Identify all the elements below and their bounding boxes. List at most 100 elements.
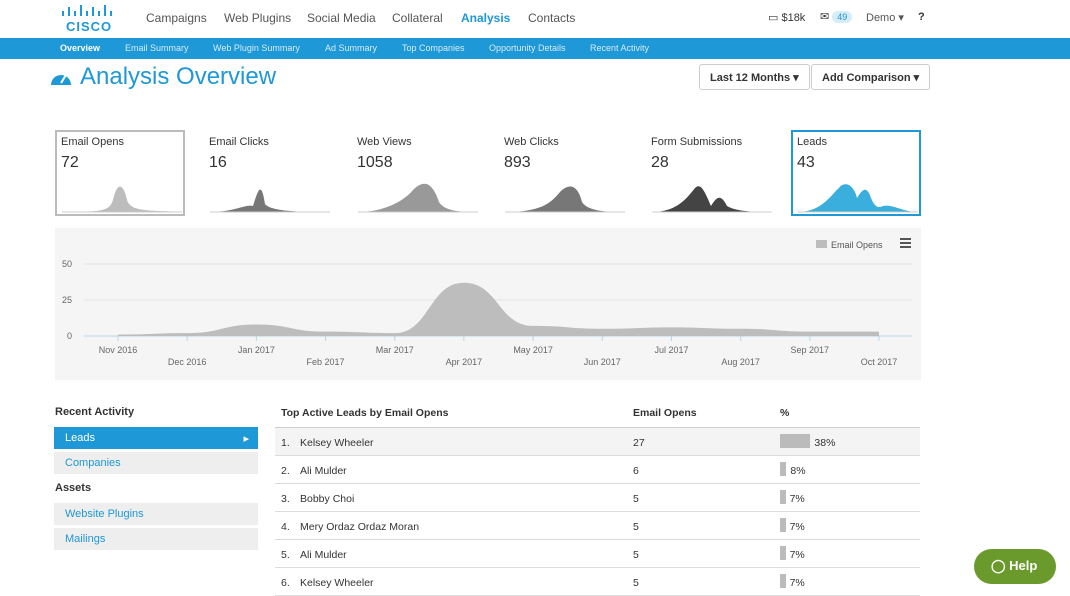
nav-item[interactable]: Analysis xyxy=(461,11,511,25)
chevron: ▸ xyxy=(243,433,249,445)
legend-swatch xyxy=(816,240,827,248)
compare-button[interactable]: Add Comparison ▾ xyxy=(811,64,931,90)
column-header: % xyxy=(780,407,790,419)
table-row[interactable]: 6. Kelsey Wheeler 5 7% xyxy=(275,568,920,596)
y-tick-label: 50 xyxy=(62,259,72,269)
email-opens: 5 xyxy=(633,549,639,561)
metric-label: Web Clicks xyxy=(504,136,559,148)
lead-name: Kelsey Wheeler xyxy=(300,437,374,449)
subnav-item[interactable]: Recent Activity xyxy=(590,43,650,53)
x-tick-label: Dec 2016 xyxy=(168,357,207,367)
column-header: Top Active Leads by Email Opens xyxy=(281,407,449,419)
x-tick-label: Feb 2017 xyxy=(307,357,345,367)
nav-item[interactable]: Social Media xyxy=(307,11,376,25)
table-row[interactable]: 5. Ali Mulder 5 7% xyxy=(275,540,920,568)
table-row[interactable]: 2. Ali Mulder 6 8% xyxy=(275,456,920,484)
metric-card[interactable]: Email Opens 72 xyxy=(55,130,185,216)
table-row[interactable]: 1. Kelsey Wheeler 27 38% xyxy=(275,428,920,456)
x-tick-label: Jan 2017 xyxy=(238,345,275,355)
subnav-item[interactable]: Ad Summary xyxy=(325,43,378,53)
sparkline xyxy=(652,186,772,213)
subnav-item[interactable]: Email Summary xyxy=(125,43,189,53)
metric-value: 16 xyxy=(209,154,227,171)
metric-label: Email Clicks xyxy=(209,136,269,148)
table-header: Top Active Leads by Email Opens Email Ope… xyxy=(275,400,920,428)
sidebar-item[interactable]: Companies xyxy=(54,452,258,474)
metric-label: Email Opens xyxy=(61,136,124,148)
x-tick-label: Mar 2017 xyxy=(376,345,414,355)
metric-value: 1058 xyxy=(357,154,393,171)
metric-value: 43 xyxy=(797,154,815,171)
metric-card[interactable]: Email Clicks 16 xyxy=(203,130,333,216)
sidebar-item[interactable]: Mailings xyxy=(54,528,258,550)
page-title: Analysis Overview xyxy=(80,63,277,90)
email-opens: 5 xyxy=(633,577,639,589)
sparkline xyxy=(210,189,330,213)
messages[interactable]: ✉ 49 xyxy=(820,10,853,23)
sparkline xyxy=(505,186,625,213)
nav-item[interactable]: Contacts xyxy=(528,11,576,25)
sparkline xyxy=(62,186,182,213)
sidebar-item[interactable]: Leads ▸ xyxy=(54,427,258,449)
y-tick-label: 25 xyxy=(62,295,72,305)
metric-label: Leads xyxy=(797,136,827,148)
table-row[interactable]: 4. Mery Ordaz Ordaz Moran 5 7% xyxy=(275,512,920,540)
main-chart: 0 25 50 Nov 2016 Dec 2016 Jan 2017 Feb 2017 Mar… xyxy=(55,228,921,380)
nav-item[interactable]: Collateral xyxy=(392,11,443,25)
sidebar-item[interactable]: Website Plugins xyxy=(54,503,258,525)
rank: 4. xyxy=(281,521,290,533)
sidebar-heading: Assets xyxy=(55,482,92,494)
help-text: Help xyxy=(1009,558,1038,573)
rank: 2. xyxy=(281,465,290,477)
top-nav: cisco Campaigns Web Plugins Social Media Co… xyxy=(0,0,1070,38)
metric-label: Form Submissions xyxy=(651,136,743,148)
lead-name: Ali Mulder xyxy=(300,549,347,561)
help-icon[interactable]: ? xyxy=(918,11,925,23)
percent-bar xyxy=(780,518,786,532)
nav-item[interactable]: Campaigns xyxy=(146,11,207,25)
logo-bars xyxy=(62,5,112,16)
percent-label: 8% xyxy=(790,465,806,477)
metric-card[interactable]: Leads 43 xyxy=(791,130,921,216)
logo[interactable]: cisco xyxy=(66,19,113,34)
email-opens: 27 xyxy=(633,437,645,449)
nav-item[interactable]: Web Plugins xyxy=(224,11,292,25)
x-tick-label: Apr 2017 xyxy=(446,357,483,367)
percent-label: 7% xyxy=(789,549,805,561)
sidebar-heading: Recent Activity xyxy=(55,406,135,418)
percent-bar xyxy=(780,574,786,588)
subnav-item[interactable]: Overview xyxy=(60,43,101,53)
metric-label: Web Views xyxy=(357,136,412,148)
lead-name: Bobby Choi xyxy=(300,493,355,505)
budget[interactable]: ▭ $18k xyxy=(768,12,806,24)
table-row[interactable]: 3. Bobby Choi 5 7% xyxy=(275,484,920,512)
percent-label: 7% xyxy=(789,493,805,505)
sub-nav: Overview Email Summary Web Plugin Summary A… xyxy=(0,38,1070,59)
rank: 6. xyxy=(281,577,290,589)
percent-bar xyxy=(780,434,811,448)
percent-bar xyxy=(780,462,787,476)
x-tick-label: Jun 2017 xyxy=(584,357,621,367)
metric-card[interactable]: Form Submissions 28 xyxy=(645,130,775,216)
help-button[interactable]: ◯ Help xyxy=(974,549,1056,584)
x-tick-label: Oct 2017 xyxy=(861,357,898,367)
column-header: Email Opens xyxy=(633,407,697,419)
user-menu[interactable]: Demo ▾ xyxy=(866,12,904,24)
sparkline xyxy=(798,184,918,213)
compare-text: Add Comparison xyxy=(822,72,911,84)
metric-card[interactable]: Web Clicks 893 xyxy=(498,130,628,216)
metric-card[interactable]: Web Views 1058 xyxy=(351,130,481,216)
subnav-item[interactable]: Web Plugin Summary xyxy=(213,43,300,53)
percent-label: 38% xyxy=(814,437,836,449)
percent-bar xyxy=(780,546,786,560)
rank: 5. xyxy=(281,549,290,561)
budget-text: $18k xyxy=(781,12,806,24)
subnav-item[interactable]: Opportunity Details xyxy=(489,43,566,53)
message-count: 49 xyxy=(832,11,853,23)
area xyxy=(118,282,879,336)
metric-value: 72 xyxy=(61,154,79,171)
range-button[interactable]: Last 12 Months ▾ xyxy=(699,64,810,90)
subnav-item[interactable]: Top Companies xyxy=(402,43,465,53)
legend-label: Email Opens xyxy=(831,240,883,250)
sparkline xyxy=(358,183,478,213)
